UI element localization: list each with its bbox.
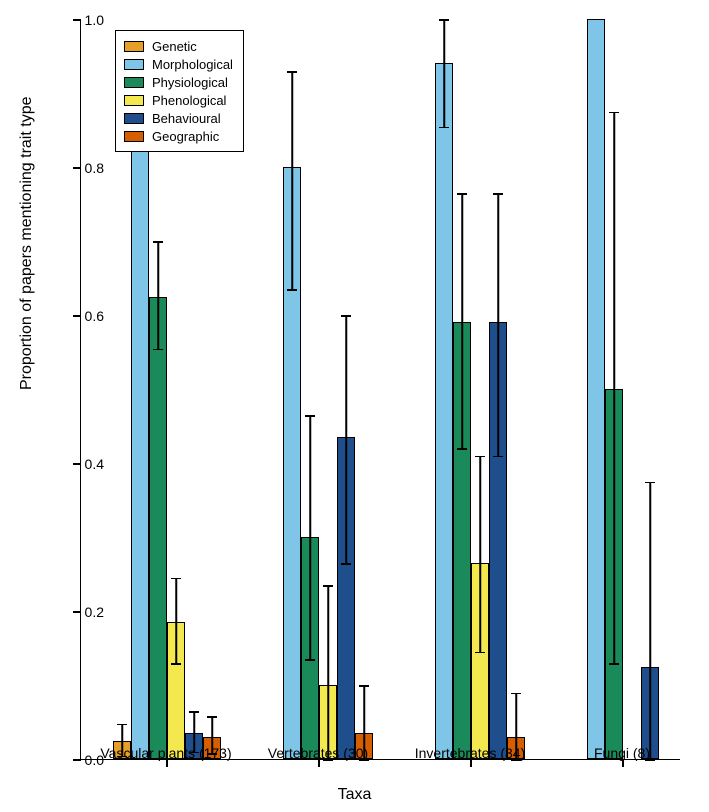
y-tick	[73, 19, 81, 21]
error-cap	[645, 482, 655, 484]
bar	[587, 19, 605, 759]
legend-label: Phenological	[152, 93, 226, 108]
x-tick-label: Fungi (8)	[594, 745, 650, 761]
error-bar	[175, 579, 177, 664]
legend-label: Behavioural	[152, 111, 221, 126]
error-bar	[649, 483, 651, 761]
legend: Genetic Morphological Physiological Phenolo…	[115, 30, 244, 152]
legend-item: Genetic	[124, 37, 233, 55]
error-cap	[323, 585, 333, 587]
error-bar	[309, 416, 311, 660]
error-cap	[287, 71, 297, 73]
y-tick	[73, 167, 81, 169]
x-axis-label: Taxa	[338, 786, 372, 804]
legend-label: Physiological	[152, 75, 228, 90]
legend-swatch	[124, 41, 144, 52]
bar	[149, 297, 167, 760]
legend-label: Genetic	[152, 39, 197, 54]
legend-label: Morphological	[152, 57, 233, 72]
legend-swatch	[124, 113, 144, 124]
error-cap	[117, 724, 127, 726]
legend-swatch	[124, 131, 144, 142]
error-cap	[511, 693, 521, 695]
legend-item: Geographic	[124, 127, 233, 145]
legend-swatch	[124, 59, 144, 70]
legend-item: Phenological	[124, 91, 233, 109]
error-cap	[493, 456, 503, 458]
legend-item: Physiological	[124, 73, 233, 91]
error-cap	[171, 663, 181, 665]
y-tick	[73, 463, 81, 465]
error-cap	[153, 349, 163, 351]
error-cap	[287, 289, 297, 291]
error-cap	[457, 193, 467, 195]
error-bar	[479, 457, 481, 653]
error-bar	[327, 586, 329, 760]
error-cap	[171, 578, 181, 580]
error-bar	[613, 113, 615, 664]
error-cap	[475, 652, 485, 654]
error-cap	[457, 448, 467, 450]
y-tick	[73, 759, 81, 761]
error-cap	[609, 112, 619, 114]
y-tick-label: 0.4	[85, 456, 104, 472]
error-bar	[291, 72, 293, 290]
error-bar	[497, 194, 499, 457]
y-tick	[73, 315, 81, 317]
y-tick-label: 0.2	[85, 604, 104, 620]
error-cap	[153, 241, 163, 243]
error-bar	[461, 194, 463, 449]
bar	[435, 63, 453, 759]
error-cap	[439, 127, 449, 129]
error-cap	[341, 315, 351, 317]
error-bar	[345, 316, 347, 564]
y-tick-label: 0.8	[85, 160, 104, 176]
error-cap	[189, 711, 199, 713]
y-tick-label: 0.6	[85, 308, 104, 324]
chart-container: Proportion of papers mentioning trait ty…	[0, 0, 709, 812]
error-bar	[157, 242, 159, 349]
error-cap	[439, 19, 449, 21]
legend-swatch	[124, 95, 144, 106]
error-cap	[305, 415, 315, 417]
error-bar	[443, 20, 445, 127]
legend-swatch	[124, 77, 144, 88]
error-cap	[475, 456, 485, 458]
y-tick	[73, 611, 81, 613]
error-cap	[305, 659, 315, 661]
error-cap	[609, 663, 619, 665]
legend-item: Behavioural	[124, 109, 233, 127]
legend-item: Morphological	[124, 55, 233, 73]
error-cap	[207, 716, 217, 718]
x-tick-label: Vascular plants (173)	[100, 745, 231, 761]
legend-label: Geographic	[152, 129, 219, 144]
x-tick-label: Vertebrates (30)	[268, 745, 368, 761]
error-cap	[359, 685, 369, 687]
bar	[131, 100, 149, 759]
y-tick-label: 1.0	[85, 12, 104, 28]
x-tick-label: Invertebrates (34)	[415, 745, 526, 761]
y-axis-label: Proportion of papers mentioning trait ty…	[18, 97, 36, 391]
error-cap	[493, 193, 503, 195]
error-cap	[341, 563, 351, 565]
